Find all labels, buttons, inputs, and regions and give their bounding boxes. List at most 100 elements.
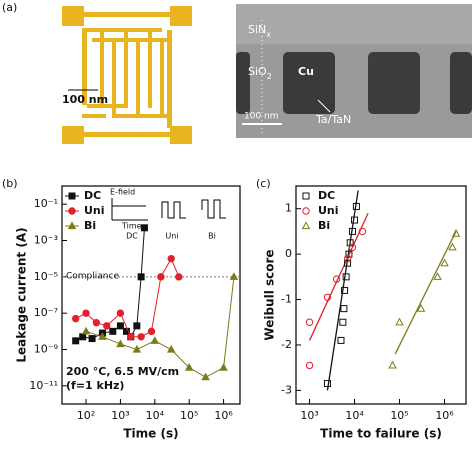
marker — [340, 305, 348, 313]
marker — [344, 259, 352, 267]
marker — [342, 273, 350, 281]
scale-label: 100 nm — [244, 112, 279, 122]
sio2-label: SiO2 — [248, 65, 272, 81]
marker — [103, 322, 111, 330]
x-tick-label: 10⁶ — [435, 409, 454, 422]
x-tick-label: 10³ — [111, 409, 129, 422]
marker — [88, 335, 96, 343]
marker — [323, 293, 332, 301]
x-tick-label: 10⁶ — [214, 409, 233, 422]
marker — [122, 327, 130, 335]
marker — [343, 254, 352, 263]
marker — [137, 333, 145, 341]
legend-marker — [68, 207, 76, 215]
annotation: (f=1 kHz) — [66, 379, 124, 392]
y-tick-label: 10⁻¹ — [34, 197, 58, 210]
legend-label: Uni — [84, 204, 105, 217]
y-tick-label: -3 — [281, 383, 292, 396]
inset-mode-label: Bi — [208, 232, 216, 241]
fit-line — [326, 190, 359, 391]
inset-wave — [201, 199, 226, 219]
y-tick-label: 0 — [285, 247, 292, 260]
legend-label: Bi — [318, 219, 330, 232]
y-tick-label: 10⁻³ — [34, 234, 58, 247]
inset-axis-label: E-field — [110, 188, 135, 197]
x-tick-label: 10⁴ — [146, 409, 165, 422]
marker — [150, 336, 160, 344]
x-tick-label: 10⁵ — [390, 409, 408, 422]
legend-marker — [302, 207, 310, 215]
legend-label: Uni — [318, 204, 339, 217]
compliance-label: Compliance — [66, 271, 119, 281]
y-tick-label: 10⁻¹¹ — [29, 379, 58, 392]
marker — [82, 309, 90, 317]
legend-label: DC — [84, 189, 101, 202]
label-sub: x — [266, 30, 271, 39]
tatan-label: Ta/TaN — [315, 113, 351, 126]
y-tick-label: -1 — [281, 293, 292, 306]
label-sub: 2 — [267, 72, 272, 81]
marker — [323, 380, 331, 388]
legend-label: DC — [318, 189, 335, 202]
marker — [109, 327, 117, 335]
marker — [395, 317, 404, 326]
x-axis-label: Time to failure (s) — [320, 427, 442, 441]
marker — [137, 273, 145, 281]
panel-label: (a) — [2, 1, 17, 14]
label-base: SiO — [248, 65, 267, 78]
x-tick-label: 10³ — [300, 409, 318, 422]
marker — [358, 227, 367, 236]
marker — [133, 322, 141, 330]
marker — [433, 272, 442, 280]
legend-marker — [301, 221, 311, 230]
marker — [305, 318, 314, 326]
marker — [127, 333, 135, 341]
marker — [72, 337, 80, 345]
marker — [332, 275, 341, 283]
sinx-label: SiNx — [248, 23, 271, 39]
legend-marker — [68, 192, 76, 200]
comb-schematic — [62, 6, 192, 144]
y-axis-label: Weibull score — [263, 249, 277, 340]
sem-layer — [236, 4, 472, 44]
marker — [229, 272, 239, 280]
marker — [147, 327, 156, 336]
inset-mode-label: Uni — [165, 232, 178, 241]
marker — [219, 363, 228, 371]
panel-label: (c) — [256, 177, 271, 190]
marker — [348, 227, 356, 235]
plot-frame — [295, 185, 467, 405]
marker — [339, 318, 347, 326]
marker — [166, 344, 176, 353]
marker — [116, 309, 125, 317]
marker — [81, 326, 91, 335]
marker — [167, 254, 175, 263]
marker — [132, 344, 142, 353]
inset-wave — [161, 201, 186, 219]
marker — [116, 339, 125, 348]
inset-mode-label: DC — [126, 232, 138, 241]
scale-label: 100 nm — [62, 93, 108, 106]
marker — [175, 273, 183, 281]
inset-axis-label: Time — [121, 222, 142, 231]
marker — [351, 216, 359, 224]
fit-line — [394, 231, 457, 355]
marker — [451, 229, 461, 237]
y-tick-label: -2 — [281, 338, 292, 351]
marker — [71, 314, 80, 323]
x-tick-label: 10⁵ — [180, 409, 198, 422]
marker — [352, 202, 360, 210]
y-tick-label: 10⁻⁵ — [34, 270, 58, 283]
x-axis-label: Time (s) — [123, 427, 178, 441]
marker — [92, 318, 101, 327]
marker — [388, 360, 397, 369]
legend-marker — [67, 221, 77, 230]
marker — [440, 258, 449, 267]
marker — [116, 322, 124, 330]
marker — [184, 363, 194, 371]
cu-line — [236, 52, 250, 114]
y-axis-label: Leakage current (A) — [15, 227, 29, 362]
marker — [79, 333, 87, 341]
x-tick-label: 10⁴ — [345, 409, 364, 422]
